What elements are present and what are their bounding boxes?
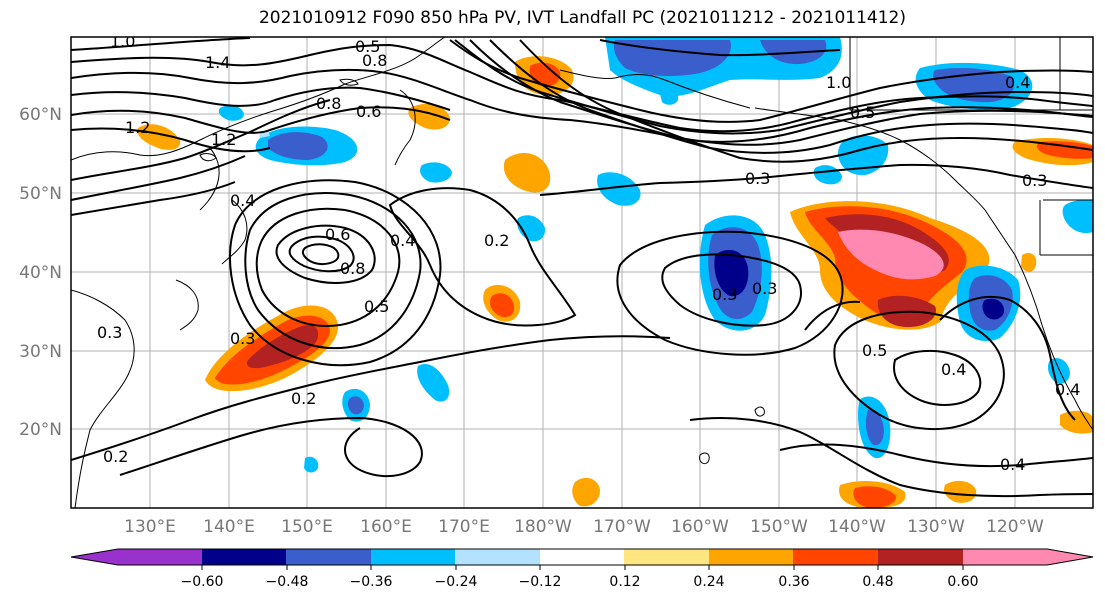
longitude-labels: 130°E 140°E 150°E 160°E 170°E 180°W 170°… [124,517,1044,537]
contour-label: 0.6 [325,225,350,244]
contour-label: 1.0 [826,73,851,92]
contour-label: 0.3 [752,279,777,298]
contour-label: 0.4 [390,231,415,250]
colorbar-segment [709,549,794,565]
lon-label: 120°W [986,517,1044,537]
contour-label: 0.4 [230,191,255,210]
lon-label: 140°W [828,517,886,537]
contour-label: 0.5 [355,37,380,56]
coastlines [71,37,1093,508]
latitude-labels: 60°N 50°N 40°N 30°N 20°N [19,105,62,440]
contour-label: 0.6 [356,102,381,121]
colorbar-tick-label: −0.24 [435,574,478,590]
lon-label: 170°E [438,517,490,537]
contour-label: 0.3 [97,323,122,342]
colorbar-segment [202,549,287,565]
colorbar-ticks [201,565,964,570]
lon-label: 170°W [593,517,651,537]
colorbar-tick-label: 0.48 [862,574,893,590]
colorbar-segment [455,549,541,565]
contour-label: 1.2 [211,130,236,149]
colorbar-segment [286,549,372,565]
contour-label: 0.3 [230,329,255,348]
pv-contours [71,37,1093,498]
colorbar-segment [624,549,710,565]
colorbar-segment [371,549,456,565]
colorbar-segment [71,549,203,565]
contour-label: 0.5 [862,341,887,360]
lon-label: 180°W [514,517,572,537]
contour-label: 0.2 [103,447,128,466]
colorbar: −0.60 −0.48 −0.36 −0.24 −0.12 0.12 0.24 … [70,548,1094,590]
lon-label: 160°E [360,517,412,537]
lon-label: 150°E [281,517,333,537]
colorbar-tick-label: 0.36 [778,574,809,590]
lat-label-20n: 20°N [19,420,62,440]
colorbar-tick-label: −0.12 [519,574,562,590]
contour-label: 0.5 [850,103,875,122]
contour-label: 0.4 [1005,73,1030,92]
contour-labels: 1.0 1.4 0.5 0.8 0.8 0.6 1.2 1.2 0.4 0.6 … [97,32,1080,474]
contour-label: 0.4 [1055,380,1080,399]
contour-label: 0.3 [745,169,770,188]
map-title: 2021010912 F090 850 hPa PV, IVT Landfall… [258,8,906,28]
colorbar-tick-label: −0.36 [350,574,393,590]
colorbar-segment [963,549,1093,565]
colorbar-tick-label: 0.12 [609,574,640,590]
colorbar-segment [878,549,964,565]
lat-label-40n: 40°N [19,263,62,283]
contour-label: 0.8 [316,94,341,113]
lon-label: 160°W [671,517,729,537]
contour-label: 1.2 [125,118,150,137]
lon-label: 130°W [907,517,965,537]
colorbar-tick-label: 0.24 [693,574,724,590]
contour-label: 0.4 [941,360,966,379]
colorbar-tick-label: 0.60 [947,574,978,590]
lat-label-50n: 50°N [19,184,62,204]
pink-core-ne-pacific [838,229,944,280]
contour-label: 0.3 [1022,171,1047,190]
colorbar-segment [540,549,625,565]
colorbar-tick-label: −0.60 [181,574,224,590]
map-area: 1.0 1.4 0.5 0.8 0.8 0.6 1.2 1.2 0.4 0.6 … [71,32,1093,508]
contour-label: 1.4 [205,53,230,72]
contour-label: 0.8 [340,259,365,278]
colorbar-segment [793,549,879,565]
lon-label: 130°E [124,517,176,537]
contour-label: 0.2 [484,231,509,250]
lon-label: 140°E [203,517,255,537]
contour-label: 0.8 [362,51,387,70]
contour-label: 0.2 [291,389,316,408]
lon-label: 150°W [750,517,808,537]
colorbar-tick-label: −0.48 [266,574,309,590]
contour-label: 0.5 [364,297,389,316]
shaded-anomalies [137,37,1093,508]
contour-label: 0.3 [712,285,737,304]
contour-label: 1.0 [110,32,135,51]
lat-label-60n: 60°N [19,105,62,125]
map-border [70,36,1094,509]
colorbar-outline [70,548,1094,566]
lat-label-30n: 30°N [19,342,62,362]
contour-label: 0.4 [1000,455,1025,474]
